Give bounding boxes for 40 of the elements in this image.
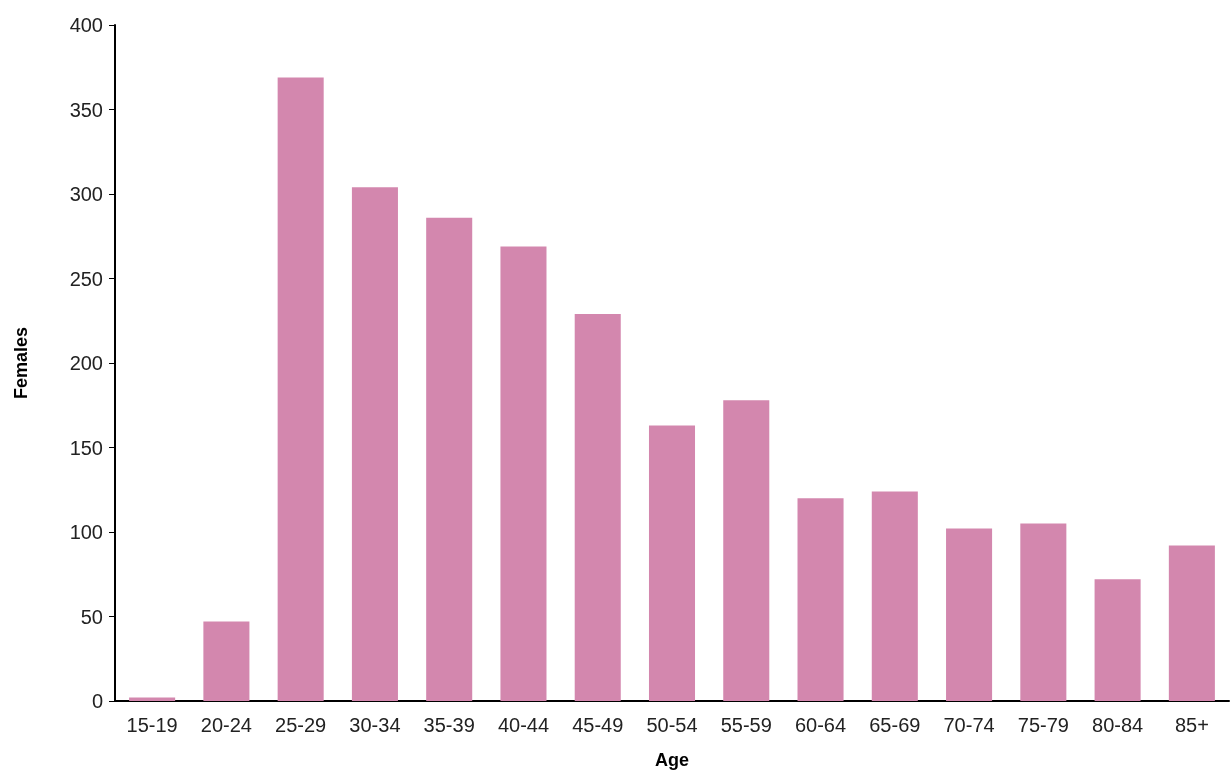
x-tick-label: 50-54: [646, 714, 698, 736]
bar: [723, 400, 770, 701]
bar: [946, 528, 993, 701]
x-tick-label: 25-29: [275, 714, 327, 736]
bar: [1094, 579, 1141, 701]
bar: [351, 187, 398, 701]
y-tick-label: 0: [91, 690, 103, 712]
bar: [1020, 523, 1067, 701]
x-tick-label: 65-69: [869, 714, 921, 736]
x-tick-label: 75-79: [1017, 714, 1069, 736]
y-tick-label: 250: [69, 267, 103, 290]
x-tick-label: 80-84: [1092, 714, 1144, 736]
y-tick-label: 50: [80, 605, 103, 628]
x-tick-label: 85+: [1174, 714, 1209, 736]
y-tick-label: 400: [69, 14, 103, 36]
bar: [574, 313, 621, 701]
y-tick-label: 150: [69, 436, 103, 459]
bar: [277, 77, 324, 701]
x-tick-label: 30-34: [349, 714, 401, 736]
bar: [500, 246, 547, 701]
bar: [426, 217, 473, 701]
bar: [1168, 545, 1215, 701]
y-tick-label: 100: [69, 521, 103, 543]
x-tick-label: 45-49: [572, 714, 624, 736]
y-tick-label: 300: [69, 183, 103, 205]
x-tick-label: 40-44: [497, 714, 550, 736]
y-axis-title: Females: [11, 326, 31, 400]
x-tick-label: 35-39: [423, 714, 475, 736]
bar: [871, 491, 918, 701]
x-axis-title: Age: [654, 750, 690, 770]
x-tick-label: 20-24: [200, 714, 252, 736]
y-tick-label: 350: [69, 98, 103, 121]
x-tick-label: 15-19: [126, 714, 178, 736]
bar: [648, 425, 696, 701]
x-tick-label: 60-64: [794, 714, 847, 736]
x-tick-label: 70-74: [943, 714, 995, 736]
bar: [203, 621, 250, 701]
y-tick-label: 200: [69, 352, 103, 374]
bar: [797, 498, 844, 701]
x-tick-label: 55-59: [720, 714, 772, 736]
